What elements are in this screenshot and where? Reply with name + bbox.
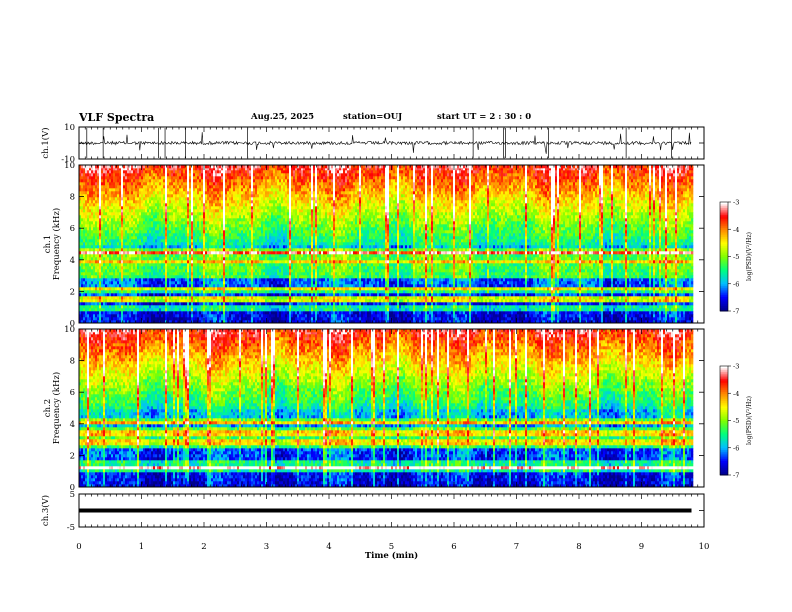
x-tick-label: 7 (514, 542, 519, 552)
y-tick-label: 2 (70, 287, 75, 297)
x-tick-label: 6 (451, 542, 456, 552)
ch2-spectrogram-heatmap (79, 329, 693, 487)
y-tick-label: 10 (64, 123, 75, 133)
x-axis-label: Time (min) (365, 550, 418, 561)
colorbar-tick-label: -4 (733, 390, 739, 398)
y-tick-label: 6 (70, 224, 75, 234)
y-tick-label: 4 (70, 420, 75, 430)
ch1-spectrogram-ylabel: Frequency (kHz) (51, 208, 62, 280)
ch3-waveform-ylabel: ch.3(V) (40, 495, 51, 526)
colorbar-tick-label: -5 (733, 253, 739, 261)
ch2-spectrogram-ylabel: Frequency (kHz) (51, 372, 62, 444)
x-tick-label: 8 (576, 542, 581, 552)
colorbar-tick-label: -7 (733, 308, 739, 316)
x-tick-label: 1 (139, 542, 144, 552)
y-tick-label: 10 (64, 325, 75, 335)
colorbar-tick-label: -6 (733, 444, 739, 452)
y-tick-label: -5 (67, 523, 75, 533)
colorbar-tick-label: -7 (733, 472, 739, 480)
colorbar-tick-label: -6 (733, 280, 739, 288)
colorbar-tick-label: -3 (733, 199, 739, 207)
ch2-spectrogram-colorbar (720, 366, 728, 476)
y-tick-label: 8 (70, 193, 75, 203)
colorbar-tick-label: -5 (733, 417, 739, 425)
ch2-spectrogram-colorbar-label: log(PSD)(V²/Hz) (746, 396, 753, 445)
x-tick-label: 0 (76, 542, 81, 552)
y-tick-label: 5 (70, 490, 75, 500)
colorbar-tick-label: -4 (733, 226, 739, 234)
y-tick-label: 10 (64, 161, 75, 171)
colorbar-tick-label: -3 (733, 363, 739, 371)
y-tick-label: 2 (70, 451, 75, 461)
x-tick-label: 2 (201, 542, 206, 552)
x-tick-label: 4 (326, 542, 331, 552)
ch1-waveform-ylabel: ch.1(V) (40, 127, 51, 158)
x-tick-label: 10 (699, 542, 710, 552)
ch1-spectrogram-colorbar (720, 202, 728, 312)
y-tick-label: 8 (70, 357, 75, 367)
x-tick-label: 9 (639, 542, 644, 552)
y-tick-label: 6 (70, 388, 75, 398)
y-tick-label: 4 (70, 256, 75, 266)
x-tick-label: 3 (264, 542, 269, 552)
ch1-spectrogram-colorbar-label: log(PSD)(V²/Hz) (746, 232, 753, 281)
ch1-spectrogram-heatmap (79, 165, 693, 323)
